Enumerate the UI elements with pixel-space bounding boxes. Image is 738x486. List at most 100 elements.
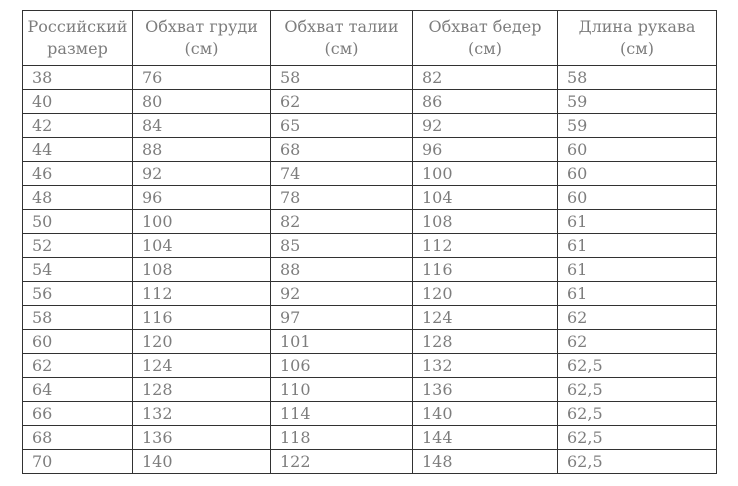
- cell-chest: 116: [132, 305, 271, 330]
- table-row: 52 104 85 112 61: [22, 233, 717, 258]
- cell-chest: 96: [132, 185, 271, 210]
- cell-chest: 84: [132, 113, 271, 138]
- cell-sleeve: 62: [557, 329, 717, 354]
- cell-hips: 132: [412, 353, 558, 378]
- header-row: Российский размер Обхват груди (см) Обхв…: [22, 10, 717, 66]
- cell-sleeve: 59: [557, 113, 717, 138]
- header-waist-line2: (см): [324, 39, 359, 58]
- cell-hips: 144: [412, 425, 558, 450]
- cell-sleeve: 62,5: [557, 377, 717, 402]
- cell-hips: 112: [412, 233, 558, 258]
- header-size: Российский размер: [22, 10, 133, 66]
- cell-chest: 112: [132, 281, 271, 306]
- table-body: 38 76 58 82 58 40 80 62 86 59 42 84 65 9…: [22, 65, 717, 474]
- cell-waist: 78: [270, 185, 413, 210]
- cell-waist: 58: [270, 65, 413, 90]
- cell-sleeve: 58: [557, 65, 717, 90]
- cell-sleeve: 60: [557, 161, 717, 186]
- cell-sleeve: 60: [557, 137, 717, 162]
- cell-chest: 132: [132, 401, 271, 426]
- table-row: 60 120 101 128 62: [22, 329, 717, 354]
- table-row: 46 92 74 100 60: [22, 161, 717, 186]
- cell-waist: 82: [270, 209, 413, 234]
- cell-hips: 100: [412, 161, 558, 186]
- cell-chest: 136: [132, 425, 271, 450]
- table-row: 66 132 114 140 62,5: [22, 401, 717, 426]
- cell-size: 46: [22, 161, 133, 186]
- cell-waist: 74: [270, 161, 413, 186]
- cell-size: 62: [22, 353, 133, 378]
- header-waist: Обхват талии (см): [270, 10, 413, 66]
- table-row: 50 100 82 108 61: [22, 209, 717, 234]
- cell-hips: 124: [412, 305, 558, 330]
- table-row: 58 116 97 124 62: [22, 305, 717, 330]
- cell-hips: 86: [412, 89, 558, 114]
- cell-size: 60: [22, 329, 133, 354]
- table-row: 48 96 78 104 60: [22, 185, 717, 210]
- cell-chest: 108: [132, 257, 271, 282]
- cell-size: 68: [22, 425, 133, 450]
- cell-size: 52: [22, 233, 133, 258]
- cell-chest: 92: [132, 161, 271, 186]
- cell-chest: 104: [132, 233, 271, 258]
- cell-hips: 136: [412, 377, 558, 402]
- cell-hips: 96: [412, 137, 558, 162]
- header-hips: Обхват бедер (см): [412, 10, 558, 66]
- cell-chest: 124: [132, 353, 271, 378]
- cell-chest: 100: [132, 209, 271, 234]
- header-sleeve: Длина рукава (см): [557, 10, 717, 66]
- cell-sleeve: 62: [557, 305, 717, 330]
- cell-waist: 62: [270, 89, 413, 114]
- cell-hips: 104: [412, 185, 558, 210]
- cell-sleeve: 61: [557, 281, 717, 306]
- cell-hips: 148: [412, 449, 558, 474]
- cell-sleeve: 62,5: [557, 449, 717, 474]
- header-size-line2: размер: [47, 39, 108, 58]
- cell-waist: 101: [270, 329, 413, 354]
- cell-chest: 128: [132, 377, 271, 402]
- header-hips-line1: Обхват бедер: [428, 17, 542, 36]
- cell-waist: 97: [270, 305, 413, 330]
- cell-sleeve: 61: [557, 209, 717, 234]
- table-row: 68 136 118 144 62,5: [22, 425, 717, 450]
- cell-sleeve: 62,5: [557, 353, 717, 378]
- cell-waist: 88: [270, 257, 413, 282]
- cell-waist: 114: [270, 401, 413, 426]
- table-row: 54 108 88 116 61: [22, 257, 717, 282]
- table-row: 70 140 122 148 62,5: [22, 449, 717, 474]
- table-row: 62 124 106 132 62,5: [22, 353, 717, 378]
- header-chest-line2: (см): [184, 39, 219, 58]
- cell-hips: 116: [412, 257, 558, 282]
- table-row: 38 76 58 82 58: [22, 65, 717, 90]
- cell-hips: 108: [412, 209, 558, 234]
- cell-size: 42: [22, 113, 133, 138]
- cell-hips: 128: [412, 329, 558, 354]
- table-header: Российский размер Обхват груди (см) Обхв…: [22, 10, 717, 66]
- cell-waist: 92: [270, 281, 413, 306]
- cell-size: 44: [22, 137, 133, 162]
- size-chart-table: Российский размер Обхват груди (см) Обхв…: [22, 10, 717, 474]
- cell-chest: 120: [132, 329, 271, 354]
- cell-chest: 80: [132, 89, 271, 114]
- cell-sleeve: 61: [557, 233, 717, 258]
- cell-size: 70: [22, 449, 133, 474]
- cell-hips: 120: [412, 281, 558, 306]
- cell-size: 48: [22, 185, 133, 210]
- cell-size: 58: [22, 305, 133, 330]
- cell-chest: 140: [132, 449, 271, 474]
- table-row: 42 84 65 92 59: [22, 113, 717, 138]
- header-sleeve-line1: Длина рукава: [578, 17, 696, 36]
- cell-sleeve: 62,5: [557, 425, 717, 450]
- cell-sleeve: 60: [557, 185, 717, 210]
- size-chart-container: Российский размер Обхват груди (см) Обхв…: [22, 10, 717, 474]
- cell-size: 40: [22, 89, 133, 114]
- cell-hips: 92: [412, 113, 558, 138]
- cell-hips: 140: [412, 401, 558, 426]
- table-row: 64 128 110 136 62,5: [22, 377, 717, 402]
- cell-waist: 122: [270, 449, 413, 474]
- cell-size: 50: [22, 209, 133, 234]
- cell-waist: 106: [270, 353, 413, 378]
- cell-sleeve: 62,5: [557, 401, 717, 426]
- cell-size: 38: [22, 65, 133, 90]
- cell-size: 66: [22, 401, 133, 426]
